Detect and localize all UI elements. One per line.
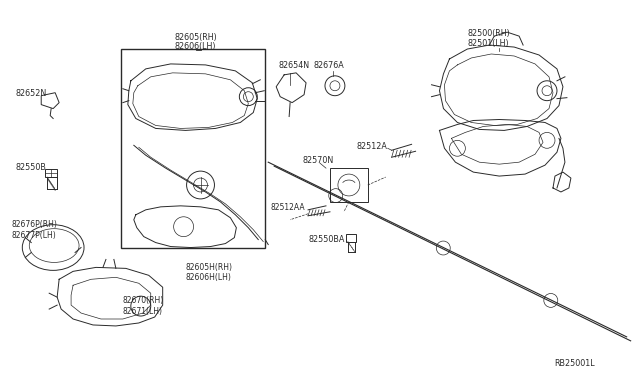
Text: RB25001L: RB25001L xyxy=(554,359,595,368)
Text: 82512AA: 82512AA xyxy=(270,203,305,212)
Text: 82654N: 82654N xyxy=(278,61,309,70)
Text: 82605(RH): 82605(RH) xyxy=(175,33,218,42)
Bar xyxy=(330,168,368,202)
Bar xyxy=(45,169,57,177)
Text: 82512A: 82512A xyxy=(357,142,388,151)
Text: 82677P(LH): 82677P(LH) xyxy=(12,231,56,240)
Text: 82570N: 82570N xyxy=(302,156,333,165)
Bar xyxy=(346,234,356,241)
Text: 82676P(RH): 82676P(RH) xyxy=(12,220,57,229)
Text: 82676A: 82676A xyxy=(313,61,344,70)
Text: 82671(LH): 82671(LH) xyxy=(123,307,163,316)
Text: 82605H(RH): 82605H(RH) xyxy=(186,263,232,272)
Bar xyxy=(121,49,265,247)
Text: 82501(LH): 82501(LH) xyxy=(467,39,509,48)
Text: 82550BA: 82550BA xyxy=(308,235,344,244)
Text: 82652N: 82652N xyxy=(15,89,47,98)
Text: 82670(RH): 82670(RH) xyxy=(123,296,164,305)
Text: 82606(LH): 82606(LH) xyxy=(175,42,216,51)
Text: 82606H(LH): 82606H(LH) xyxy=(186,273,232,282)
Text: 82500(RH): 82500(RH) xyxy=(467,29,510,38)
Text: 82550B: 82550B xyxy=(15,163,46,172)
